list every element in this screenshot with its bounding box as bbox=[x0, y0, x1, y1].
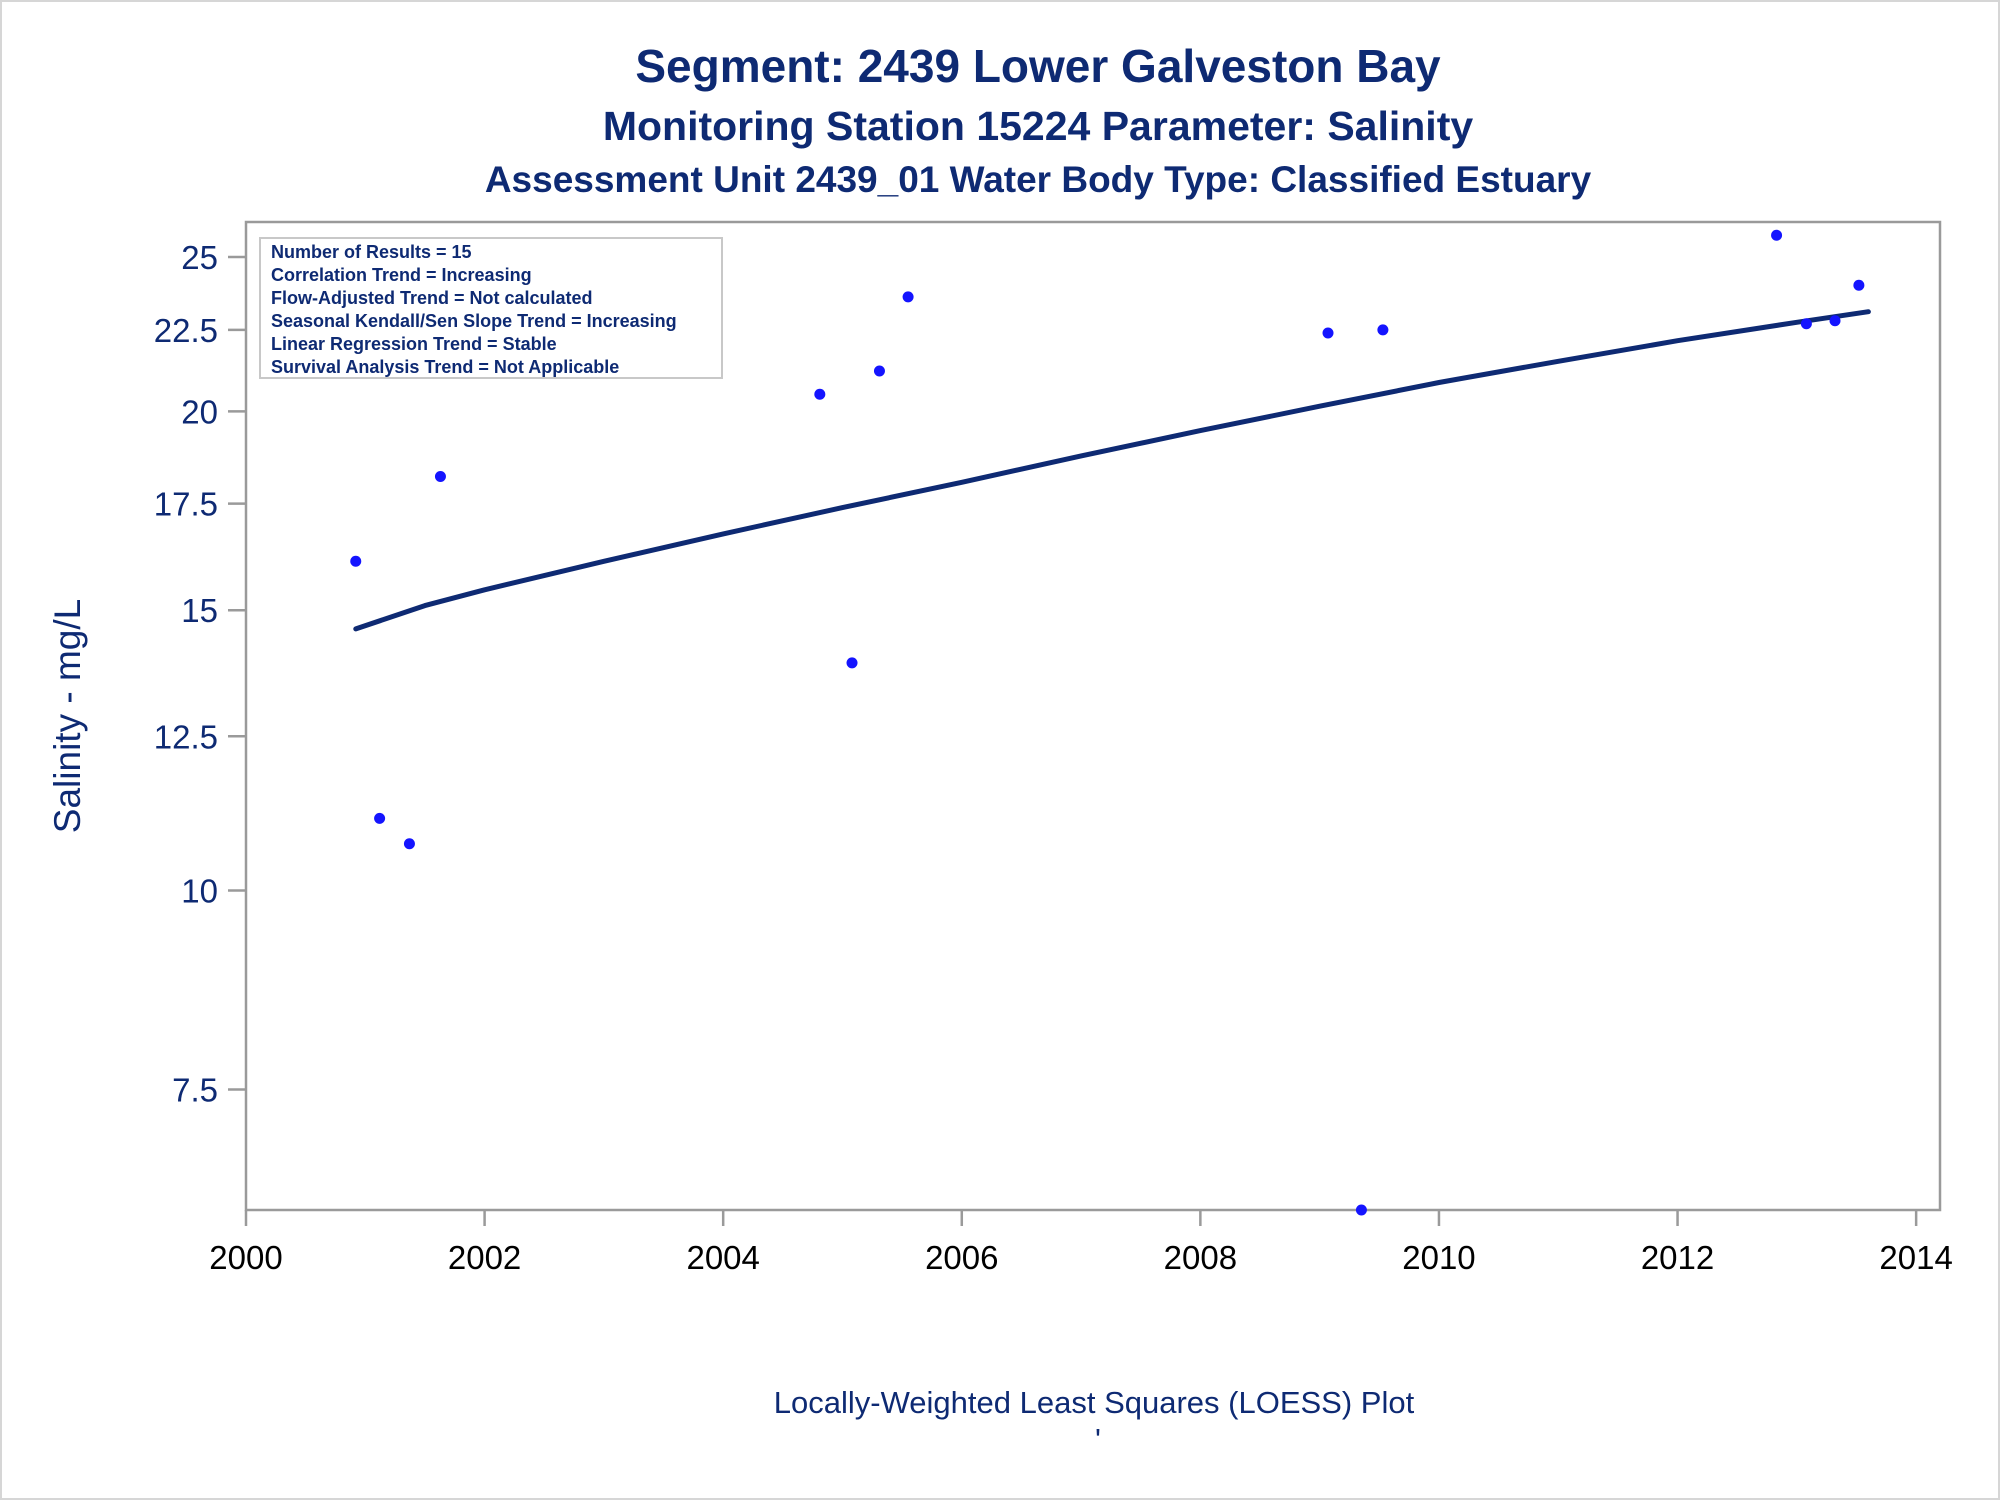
x-tick-label: 2000 bbox=[209, 1239, 282, 1276]
data-point bbox=[1377, 324, 1389, 336]
data-point bbox=[873, 365, 885, 377]
x-tick-label: 2010 bbox=[1402, 1239, 1475, 1276]
y-axis: 7.5 10 12.5 15 17.5 20 22.5 25 bbox=[154, 239, 246, 1108]
stats-number-of-results: Number of Results = 15 bbox=[271, 242, 472, 262]
y-tick-label: 12.5 bbox=[154, 718, 218, 755]
plot-area bbox=[244, 220, 1942, 1212]
stats-box: Number of Results = 15 Correlation Trend… bbox=[259, 237, 723, 379]
data-point bbox=[814, 388, 826, 400]
data-point bbox=[434, 471, 446, 483]
y-axis-label: Salinity - mg/L bbox=[47, 599, 88, 833]
chart-subtitle: Monitoring Station 15224 Parameter: Sali… bbox=[603, 103, 1474, 149]
y-tick-label: 22.5 bbox=[154, 312, 218, 349]
y-tick-label: 25 bbox=[181, 239, 218, 276]
y-tick-label: 20 bbox=[181, 393, 218, 430]
x-tick-label: 2012 bbox=[1641, 1239, 1714, 1276]
y-tick-label: 7.5 bbox=[172, 1071, 218, 1108]
x-tick-label: 2006 bbox=[925, 1239, 998, 1276]
chart-title: Segment: 2439 Lower Galveston Bay bbox=[635, 40, 1441, 92]
data-point bbox=[374, 812, 386, 824]
y-tick-label: 10 bbox=[181, 873, 218, 910]
chart-subtitle-2: Assessment Unit 2439_01 Water Body Type:… bbox=[485, 159, 1592, 200]
trend-line bbox=[353, 309, 1871, 632]
loess-trend bbox=[353, 309, 1871, 632]
data-point bbox=[1800, 318, 1812, 330]
x-tick-label: 2008 bbox=[1164, 1239, 1237, 1276]
footnote-mark: ' bbox=[1095, 1422, 1101, 1457]
data-point bbox=[403, 838, 415, 850]
stats-flow-adjusted-trend: Flow-Adjusted Trend = Not calculated bbox=[271, 288, 593, 308]
data-point bbox=[1322, 327, 1334, 339]
data-point bbox=[1853, 279, 1865, 291]
data-point bbox=[1355, 1204, 1367, 1216]
x-tick-label: 2014 bbox=[1879, 1239, 1952, 1276]
stats-box-frame bbox=[259, 237, 723, 379]
stats-correlation-trend: Correlation Trend = Increasing bbox=[271, 265, 532, 285]
stats-seasonal-kendall-trend: Seasonal Kendall/Sen Slope Trend = Incre… bbox=[271, 311, 677, 331]
footnote: Locally-Weighted Least Squares (LOESS) P… bbox=[774, 1385, 1415, 1420]
x-tick-label: 2002 bbox=[448, 1239, 521, 1276]
x-tick-label: 2004 bbox=[686, 1239, 759, 1276]
stats-survival-analysis-trend: Survival Analysis Trend = Not Applicable bbox=[271, 357, 619, 377]
y-tick-label: 17.5 bbox=[154, 486, 218, 523]
x-axis: 2000 2002 2004 2006 2008 2010 2012 2014 bbox=[209, 1210, 1953, 1276]
data-point bbox=[846, 657, 858, 669]
data-point bbox=[350, 555, 362, 567]
stats-linear-regression-trend: Linear Regression Trend = Stable bbox=[271, 334, 557, 354]
data-point bbox=[1771, 229, 1783, 241]
data-point bbox=[1829, 315, 1841, 327]
y-tick-label: 15 bbox=[181, 592, 218, 629]
data-point bbox=[902, 291, 914, 303]
data-points bbox=[350, 229, 1865, 1216]
